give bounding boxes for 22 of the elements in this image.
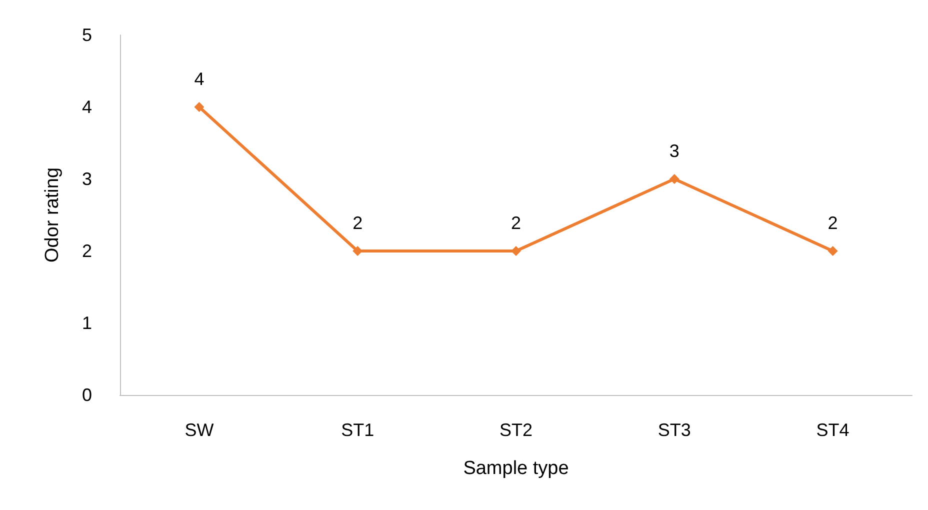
x-tick-label: ST4 — [816, 420, 850, 440]
data-label: 2 — [352, 213, 363, 233]
y-tick-label: 4 — [82, 97, 92, 117]
y-tick-label: 3 — [82, 169, 92, 189]
point — [669, 174, 680, 184]
data-label: 4 — [194, 69, 204, 89]
y-tick-label: 2 — [82, 241, 92, 261]
x-tick-label: ST2 — [499, 420, 533, 440]
data-label: 2 — [828, 213, 838, 233]
x-tick-label: ST3 — [658, 420, 691, 440]
y-axis-title: Odor rating — [42, 167, 63, 263]
y-tick-label: 0 — [82, 385, 92, 405]
point — [194, 102, 204, 112]
x-axis-title: Sample type — [463, 458, 569, 479]
data-label: 3 — [669, 141, 680, 161]
y-tick-label: 1 — [82, 313, 92, 333]
x-tick-label: ST1 — [341, 420, 374, 440]
point — [828, 246, 838, 256]
point — [511, 246, 521, 256]
x-tick-label: SW — [184, 420, 214, 440]
y-tick-label: 5 — [82, 25, 92, 45]
data-label: 2 — [510, 213, 522, 233]
